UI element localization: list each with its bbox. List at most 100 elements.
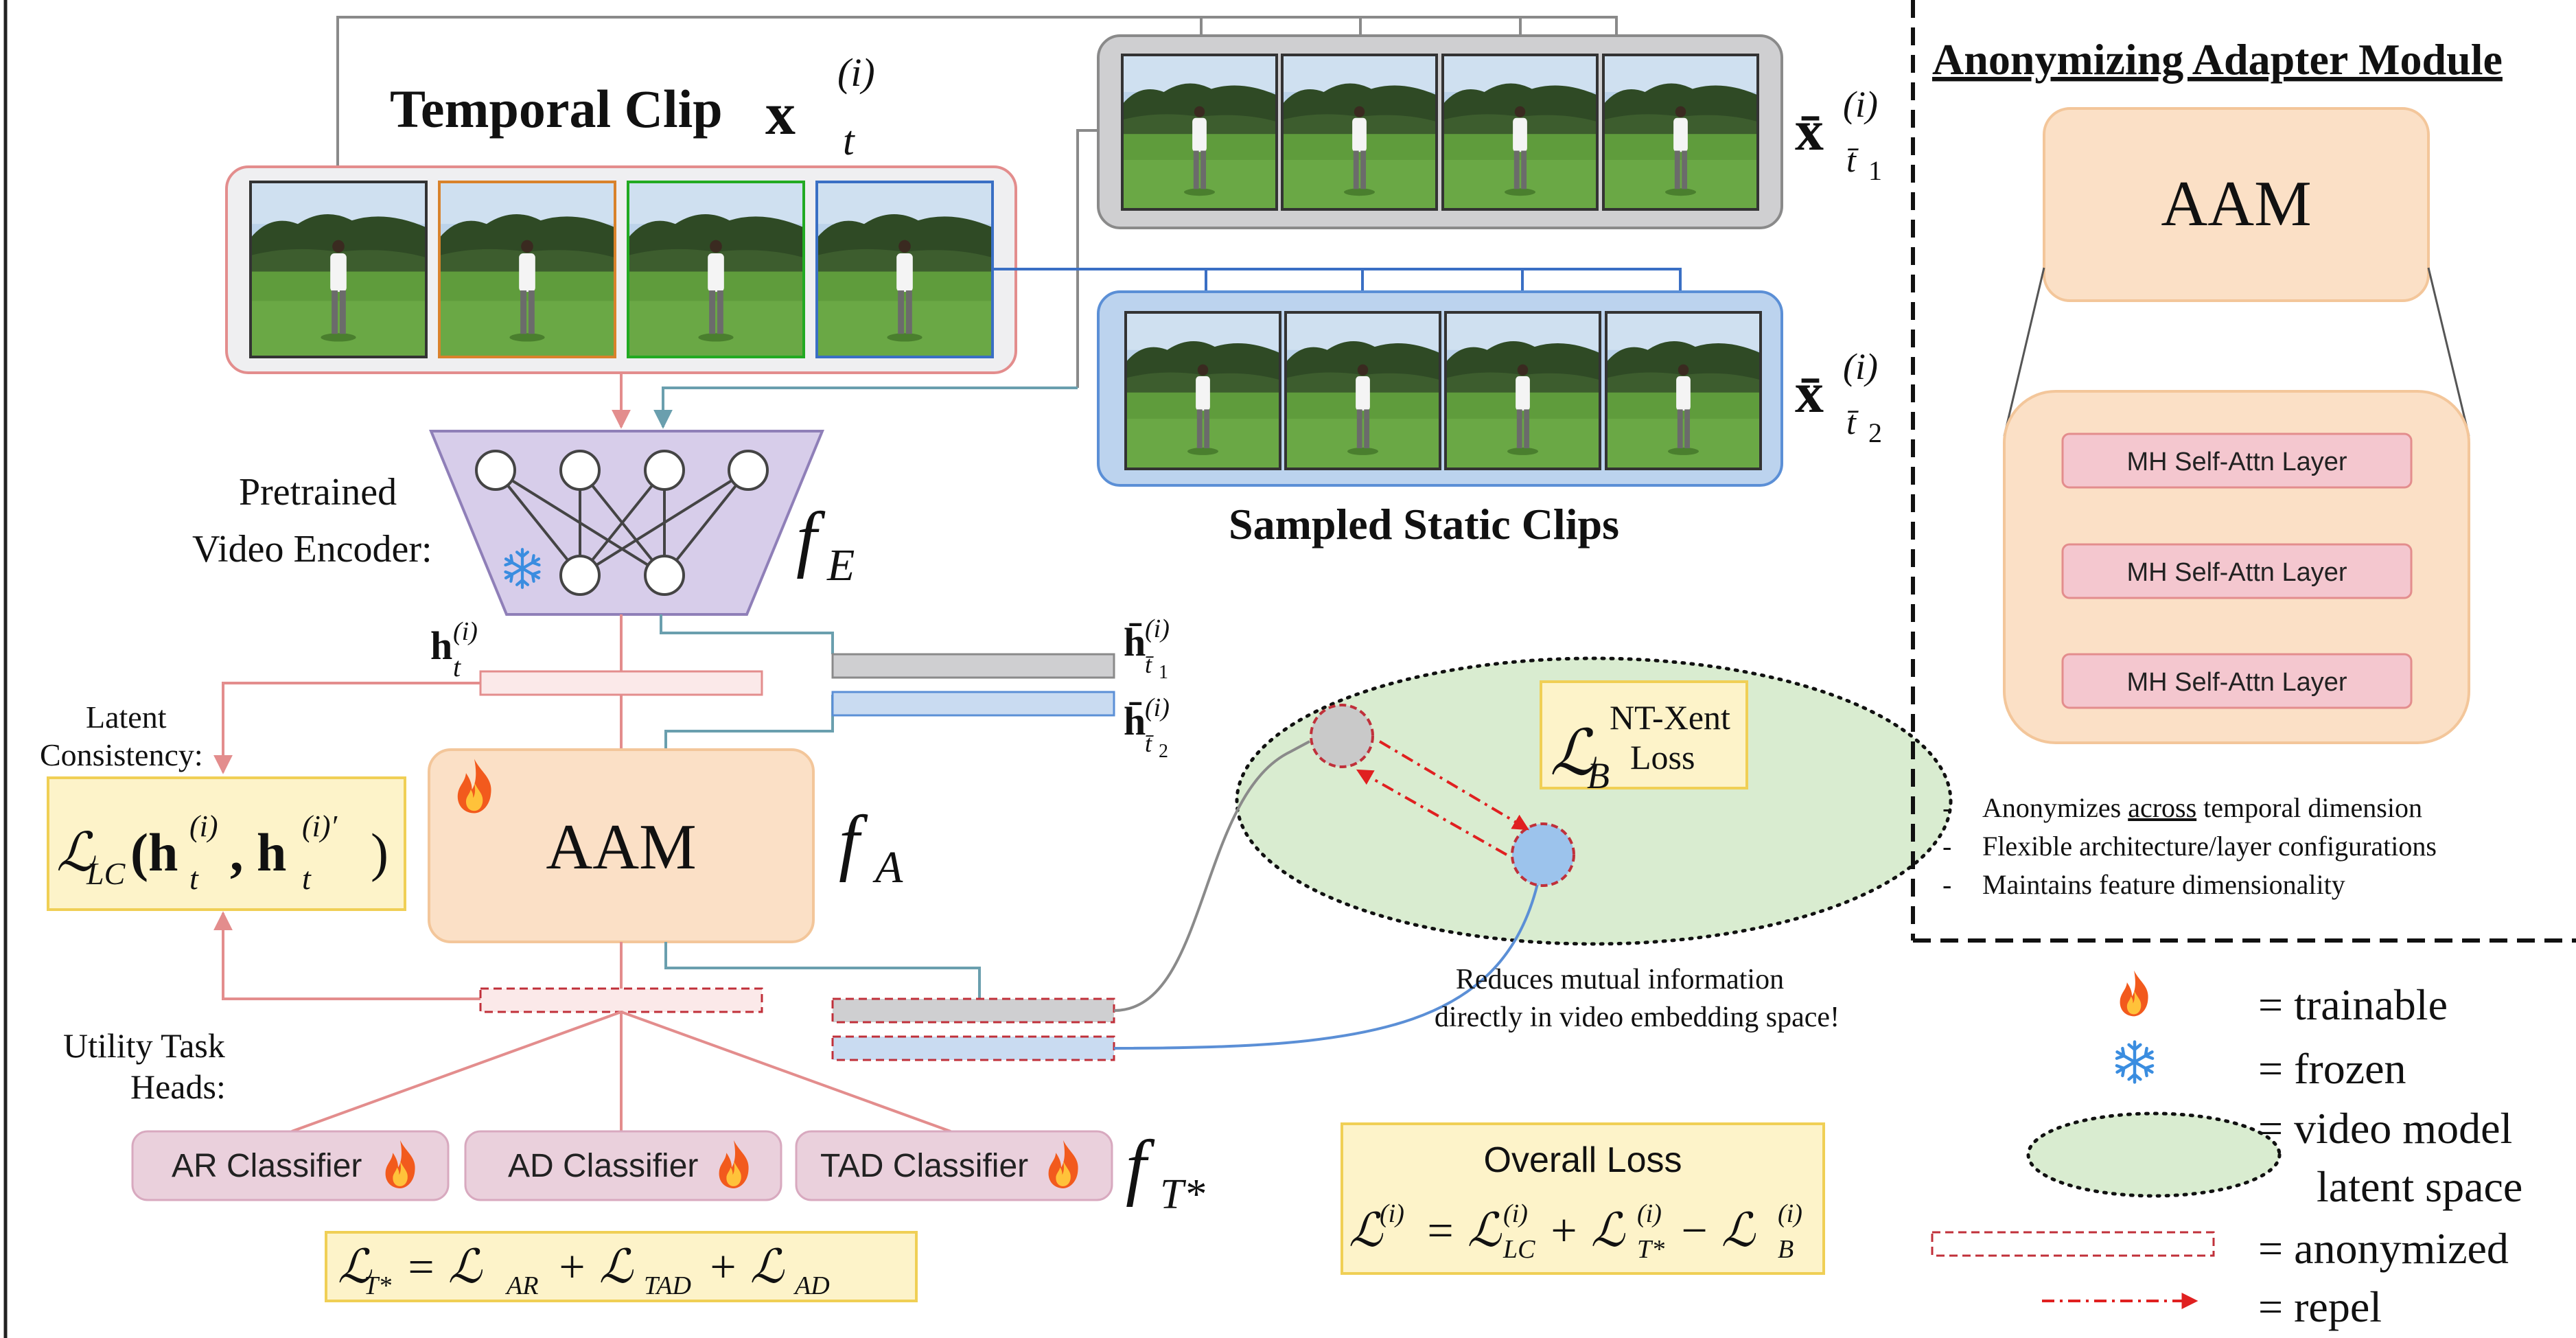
encoder-label-line2: Video Encoder:	[192, 528, 432, 570]
utility-loss-formula: ℒ T* = ℒ AR + ℒ TAD + ℒ AD	[338, 1241, 830, 1300]
svg-text:(h: (h	[130, 822, 178, 882]
svg-text:MH Self-Attn Layer: MH Self-Attn Layer	[2127, 448, 2347, 476]
latent-point-static-2	[1511, 822, 1575, 887]
svg-text:T*: T*	[1637, 1235, 1664, 1264]
temporal-clip-symbol: x	[765, 81, 796, 148]
repel-arrow-1	[1378, 740, 1530, 831]
svg-text:AD: AD	[793, 1271, 830, 1300]
aam-to-anon-static-line	[664, 942, 981, 999]
connector-static-1-to-latent	[1113, 740, 1310, 1012]
svg-text:(i): (i)	[453, 617, 478, 646]
utility-label-line2: Heads:	[130, 1068, 226, 1106]
svg-text:1: 1	[1159, 662, 1168, 683]
ad-classifier: AD Classifier	[464, 1130, 782, 1201]
temporal-clip-label: Temporal Clip	[390, 79, 723, 139]
svg-text:f: f	[796, 498, 826, 579]
static-embedding-2-symbol: h̄ t̄ 2 (i)	[1124, 693, 1170, 762]
tad-classifier-label: TAD Classifier	[820, 1148, 1028, 1184]
svg-text:): )	[371, 822, 388, 882]
arrow-static-to-encoder	[653, 387, 1078, 429]
utility-loss-box	[325, 1231, 918, 1302]
svg-text:MH Self-Attn Layer: MH Self-Attn Layer	[2127, 668, 2347, 697]
zoom-line-left	[2003, 267, 2045, 437]
temporal-clip-title: Temporal Clip x t (i)	[390, 50, 875, 163]
svg-text:t: t	[302, 861, 312, 896]
static-embedding-2-bar	[831, 691, 1115, 717]
svg-text:x̄: x̄	[1795, 361, 1824, 425]
svg-text:= ℒ: = ℒ	[1424, 1204, 1502, 1256]
svg-text:AR: AR	[504, 1271, 538, 1300]
svg-text:E: E	[826, 540, 855, 590]
svg-text:t̄: t̄	[1145, 651, 1154, 678]
latent-caption-line2: directly in video embedding space!	[1435, 1002, 1840, 1033]
legend-trainable: = trainable	[2258, 980, 2448, 1029]
svg-text:t: t	[843, 118, 855, 163]
ad-classifier-label: AD Classifier	[508, 1148, 698, 1184]
svg-text:-: -	[1942, 831, 1951, 862]
svg-text:Maintains feature dimensionali: Maintains feature dimensionality	[1982, 869, 2345, 900]
svg-text:+ ℒ: + ℒ	[1548, 1204, 1626, 1256]
utility-label-line1: Utility Task	[63, 1026, 225, 1065]
legend-anonymized-bar	[1931, 1231, 2215, 1257]
svg-text:A: A	[872, 842, 903, 892]
legend-repel: = repel	[2258, 1282, 2382, 1331]
legend-frozen: = frozen	[2258, 1044, 2406, 1093]
temporal-embedding-bar	[479, 670, 763, 696]
svg-text:(i): (i)	[1778, 1199, 1802, 1228]
aam-block-label: AAM	[546, 811, 696, 883]
encoder-to-static-embedding-1	[660, 614, 834, 654]
static-clip-1-frame-1	[1121, 54, 1278, 211]
adapter-bullets: - Anonymizes across temporal dimension -…	[1942, 792, 2437, 900]
temporal-frame-3	[627, 181, 805, 358]
svg-text:Loss: Loss	[1630, 738, 1695, 776]
anonymized-static-embedding-2-bar	[831, 1035, 1115, 1061]
legend-latent-line2: latent space	[2317, 1162, 2522, 1211]
aam-symbol: f A	[839, 801, 903, 892]
temporal-frame-1	[249, 181, 428, 358]
svg-text:-: -	[1942, 869, 1951, 900]
svg-text:-: -	[1942, 792, 1951, 823]
ar-classifier: AR Classifier	[131, 1130, 450, 1201]
latent-consistency-formula-box	[47, 776, 406, 911]
mh-self-attn-layer-3: MH Self-Attn Layer	[2061, 653, 2413, 709]
svg-text:B: B	[1587, 755, 1610, 796]
anonymized-temporal-embedding-bar	[479, 987, 763, 1013]
temporal-frame-2	[438, 181, 616, 358]
static-clip-2-frame-4	[1605, 311, 1762, 470]
nt-xent-loss-label: ℒ B NT-Xent Loss	[1550, 698, 1730, 796]
latent-consistency-label-line1: Latent	[86, 700, 167, 735]
latent-point-static-1	[1310, 704, 1374, 768]
temporal-frames	[249, 181, 994, 358]
legend-latent-ellipse	[2026, 1111, 2282, 1198]
static-clip-1-symbol: x̄ t̄ 1 (i)	[1795, 84, 1882, 186]
connector-static-2-to-latent	[1113, 868, 1542, 1050]
svg-text:h: h	[430, 623, 452, 668]
svg-text:ℒ: ℒ	[56, 822, 96, 882]
video-encoder	[429, 430, 824, 616]
ar-classifier-label: AR Classifier	[172, 1148, 362, 1184]
svg-text:1: 1	[1868, 155, 1882, 186]
adapter-layers: MH Self-Attn Layer MH Self-Attn Layer MH…	[2061, 432, 2413, 709]
adapter-aam-label: AAM	[2161, 168, 2311, 240]
static-clip-1-frame-3	[1441, 54, 1599, 211]
svg-text:t̄: t̄	[1145, 730, 1154, 757]
svg-text:Flexible architecture/layer co: Flexible architecture/layer configuratio…	[1982, 831, 2437, 862]
svg-text:ℒ: ℒ	[1550, 718, 1597, 788]
snowflake-icon	[2114, 1042, 2155, 1083]
latent-consistency-formula: ℒ LC (h (i) t , h (i)′ t )	[56, 809, 388, 896]
static-clip-2-frame-3	[1444, 311, 1601, 470]
utility-symbol: f T*	[1126, 1126, 1205, 1218]
adapter-bullet-2: - Flexible architecture/layer configurat…	[1942, 831, 2437, 862]
svg-text:, h: , h	[230, 822, 286, 882]
temporal-frame-4	[815, 181, 994, 358]
adapter-panel-title: Anonymizing Adapter Module	[1932, 35, 2503, 84]
legend-latent-line1: = video model	[2258, 1104, 2512, 1153]
sampled-static-clips-label: Sampled Static Clips	[1229, 500, 1619, 549]
svg-text:h̄: h̄	[1124, 620, 1146, 665]
legend: = trainable = frozen = video model laten…	[1931, 970, 2522, 1331]
svg-text:LC: LC	[86, 856, 126, 891]
adapter-bullet-3: - Maintains feature dimensionality	[1942, 869, 2345, 900]
svg-text:= ℒ: = ℒ	[405, 1241, 483, 1293]
static-clip-2-frame-2	[1284, 311, 1441, 470]
